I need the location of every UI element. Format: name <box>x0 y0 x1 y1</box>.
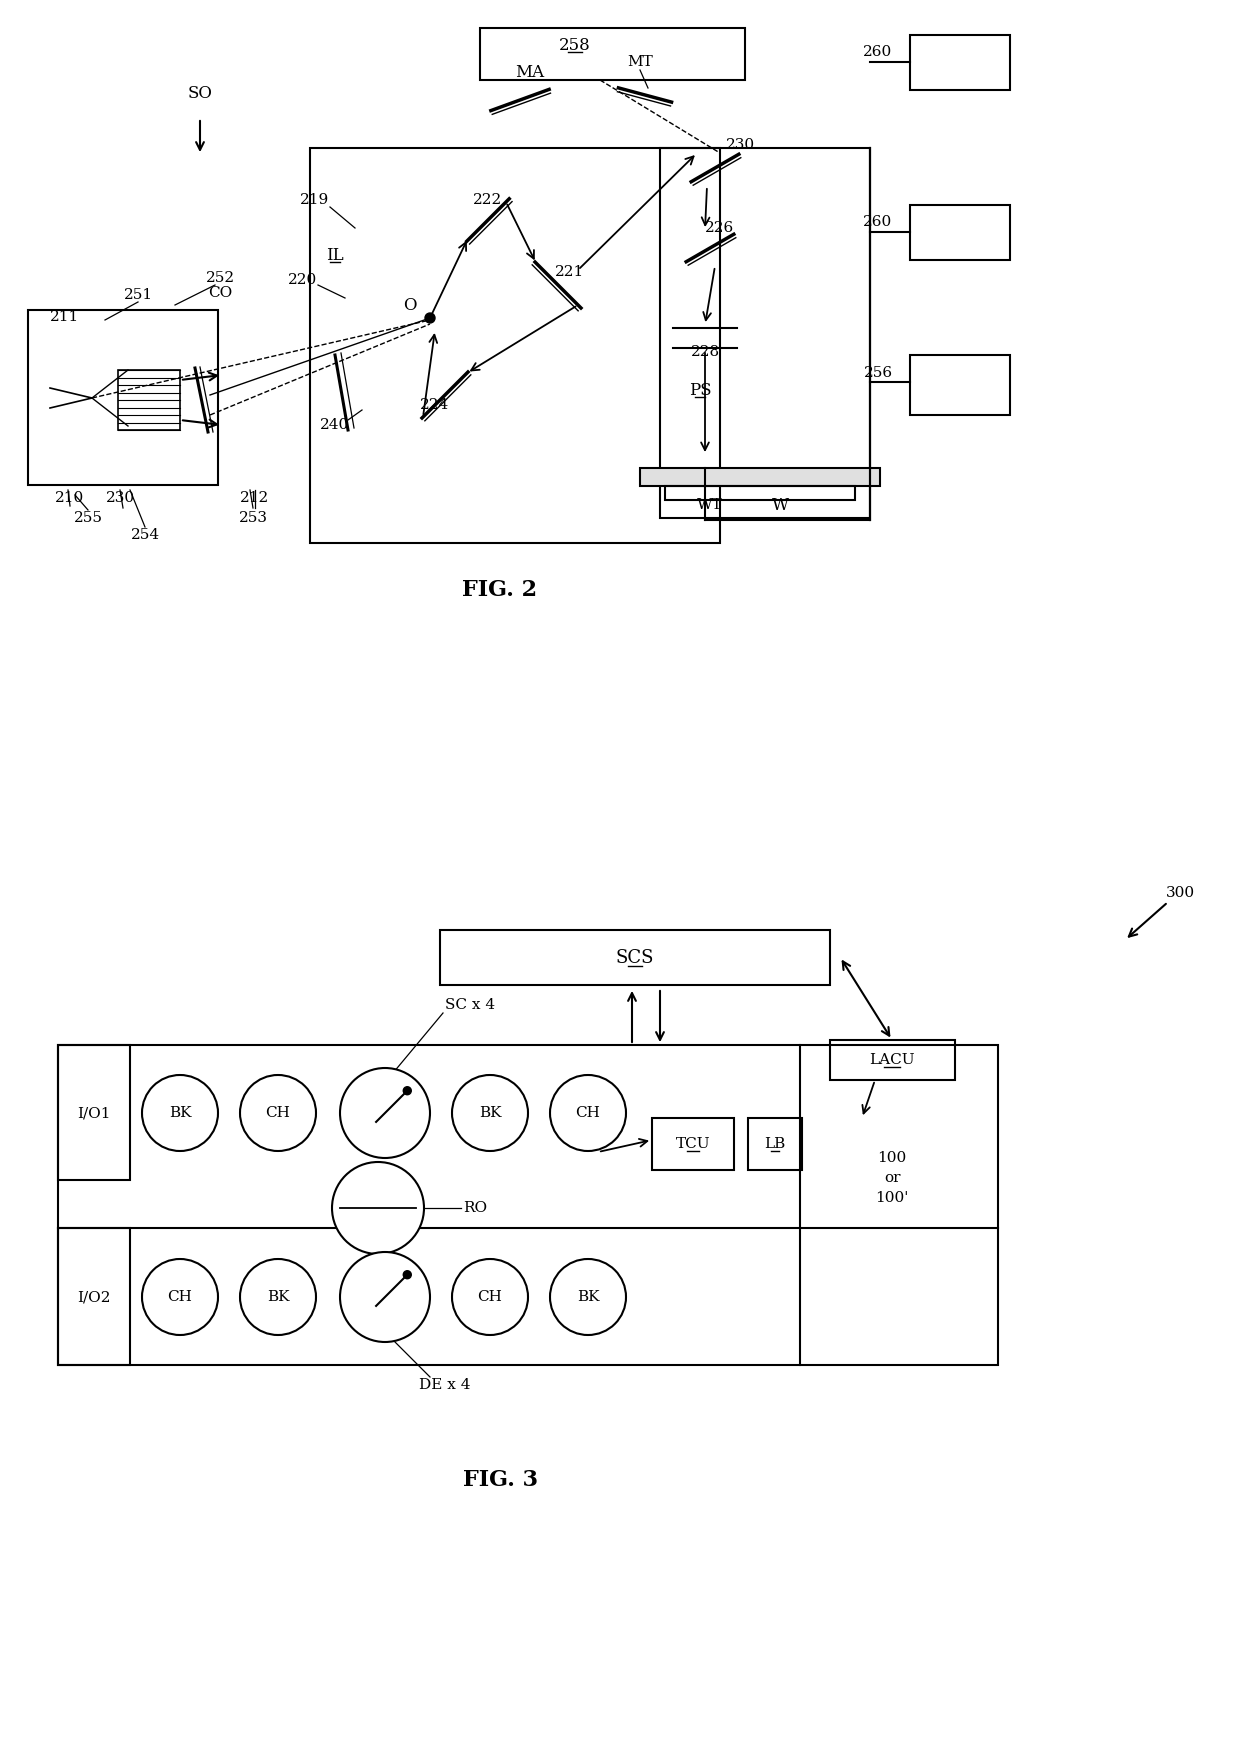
Text: PS: PS <box>688 381 712 398</box>
Text: FIG. 3: FIG. 3 <box>463 1469 537 1491</box>
Bar <box>29 310 218 485</box>
Circle shape <box>425 314 435 323</box>
Text: SC x 4: SC x 4 <box>445 998 495 1012</box>
Bar <box>748 1118 802 1171</box>
Text: 300: 300 <box>1166 887 1194 899</box>
Text: W: W <box>771 497 789 513</box>
Text: 210: 210 <box>56 492 84 504</box>
Text: BK: BK <box>267 1291 289 1305</box>
Bar <box>118 370 180 430</box>
Text: WT: WT <box>697 497 723 511</box>
Text: SO: SO <box>187 85 212 102</box>
Text: DE x 4: DE x 4 <box>419 1379 471 1393</box>
Text: 219: 219 <box>300 192 330 206</box>
Circle shape <box>241 1075 316 1151</box>
Text: 260: 260 <box>863 215 893 229</box>
Text: I/O2: I/O2 <box>77 1291 110 1305</box>
Text: IL: IL <box>326 247 343 263</box>
Text: 222: 222 <box>474 192 502 206</box>
Bar <box>640 467 880 487</box>
Bar <box>665 487 856 501</box>
Circle shape <box>241 1259 316 1335</box>
Text: BK: BK <box>169 1105 191 1120</box>
Text: 260: 260 <box>863 46 893 58</box>
Bar <box>58 1045 130 1179</box>
Text: FIG. 2: FIG. 2 <box>463 578 538 601</box>
Text: 224: 224 <box>420 398 450 413</box>
Bar <box>480 28 745 79</box>
Text: 221: 221 <box>556 264 584 279</box>
Text: MA: MA <box>516 63 544 81</box>
Text: 256: 256 <box>863 367 893 381</box>
Text: SCS: SCS <box>616 948 655 966</box>
Text: 253: 253 <box>238 511 268 525</box>
Text: CH: CH <box>575 1105 600 1120</box>
Text: 252: 252 <box>206 272 234 286</box>
Text: CH: CH <box>167 1291 192 1305</box>
Bar <box>910 205 1011 259</box>
Bar <box>440 931 830 986</box>
Bar <box>652 1118 734 1171</box>
Text: CH: CH <box>477 1291 502 1305</box>
Circle shape <box>143 1259 218 1335</box>
Text: 226: 226 <box>706 220 734 234</box>
Text: 230: 230 <box>105 492 135 504</box>
Bar <box>58 1229 130 1365</box>
Text: 100': 100' <box>875 1192 909 1204</box>
Text: 100: 100 <box>878 1151 906 1165</box>
Text: 212: 212 <box>241 492 269 504</box>
Text: 254: 254 <box>130 527 160 541</box>
Circle shape <box>143 1075 218 1151</box>
Text: 240: 240 <box>320 418 350 432</box>
Text: LACU: LACU <box>869 1053 915 1067</box>
Text: CO: CO <box>208 286 232 300</box>
Circle shape <box>551 1075 626 1151</box>
Text: MT: MT <box>627 55 653 69</box>
Circle shape <box>403 1271 412 1278</box>
Text: or: or <box>884 1171 900 1185</box>
Text: RO: RO <box>463 1201 487 1215</box>
Circle shape <box>340 1068 430 1158</box>
Text: 258: 258 <box>559 37 591 53</box>
Text: BK: BK <box>577 1291 599 1305</box>
Text: 230: 230 <box>725 138 755 152</box>
Bar <box>910 354 1011 414</box>
Text: BK: BK <box>479 1105 501 1120</box>
Text: 228: 228 <box>691 346 719 360</box>
Bar <box>660 148 870 518</box>
Text: CH: CH <box>265 1105 290 1120</box>
Text: 220: 220 <box>289 273 317 287</box>
Text: TCU: TCU <box>676 1137 711 1151</box>
Text: 251: 251 <box>124 287 153 301</box>
Text: O: O <box>403 296 417 314</box>
Text: 255: 255 <box>73 511 103 525</box>
Bar <box>58 1045 998 1365</box>
Circle shape <box>453 1075 528 1151</box>
Circle shape <box>332 1162 424 1253</box>
Bar <box>830 1040 955 1081</box>
Circle shape <box>340 1252 430 1342</box>
Text: I/O1: I/O1 <box>77 1105 110 1120</box>
Circle shape <box>453 1259 528 1335</box>
Text: LB: LB <box>764 1137 786 1151</box>
Bar <box>310 148 720 543</box>
Text: 211: 211 <box>51 310 79 324</box>
Circle shape <box>403 1086 412 1095</box>
Bar <box>910 35 1011 90</box>
Circle shape <box>551 1259 626 1335</box>
